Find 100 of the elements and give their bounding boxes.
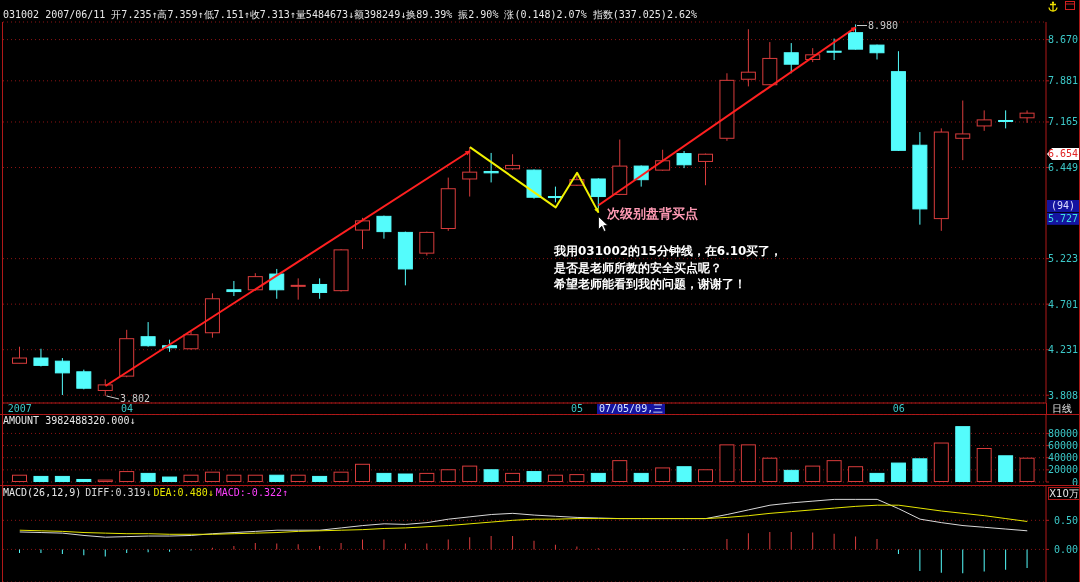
y-tick-label: 7.881 [1047, 75, 1078, 87]
bar [483, 469, 499, 482]
bar [397, 473, 413, 482]
y-tick-label: 0.50 [1053, 514, 1078, 526]
y-tick-label: 8.670 [1047, 34, 1078, 46]
y-tick-label: 0 [1071, 476, 1078, 488]
bar [805, 465, 821, 482]
bar [12, 474, 27, 482]
bar [762, 457, 778, 482]
x-tick-label: 05 [571, 403, 584, 414]
candlestick [226, 280, 242, 297]
y-tick-label: 40000 [1047, 452, 1078, 464]
bar [826, 460, 842, 482]
candlestick [183, 330, 199, 351]
y-tick-label: 4.231 [1047, 344, 1078, 356]
bar [998, 455, 1014, 482]
bar [698, 469, 713, 482]
chart-title: 031002 2007/06/11 开7.235↑高7.359↑低7.151↑收7.313↑量5484673↓额398249↓换89.39% 振2.90% 涨(0.148)2.07% 指数(337.025)2.62% [3, 9, 697, 20]
candlestick [955, 100, 971, 161]
bar [890, 462, 906, 482]
bar [526, 471, 542, 482]
bar [933, 442, 949, 482]
bar [269, 474, 285, 482]
bar [76, 478, 92, 482]
bar [419, 472, 435, 482]
annotation: 是否是老师所教的安全买点呢？ [554, 260, 722, 275]
candlestick [590, 177, 606, 209]
candlestick [1019, 109, 1035, 124]
bar [869, 472, 885, 482]
line-series [19, 504, 1028, 535]
annotation: 希望老师能看到我的问题，谢谢了！ [554, 277, 746, 291]
candlestick [462, 146, 478, 198]
bar [33, 475, 49, 482]
text: DEA:0.480↓ [153, 487, 214, 498]
candlestick [826, 38, 842, 61]
bar [183, 474, 199, 482]
candlestick [140, 321, 156, 348]
candlestick [783, 42, 799, 74]
text: (94) [1047, 200, 1079, 212]
y-tick-label: 20000 [1047, 464, 1078, 476]
annotation: 07/05/09,三 [597, 403, 666, 414]
bar [333, 471, 349, 482]
bar [547, 474, 563, 482]
bar [54, 475, 70, 482]
bar [355, 463, 370, 482]
candlestick [740, 28, 756, 87]
annotation: 8.980 [868, 20, 899, 31]
candlestick [312, 277, 328, 300]
bar [119, 471, 135, 482]
bar [655, 467, 671, 482]
bar [740, 444, 756, 482]
bar [290, 474, 306, 482]
y-tick-label: 6.449 [1047, 162, 1078, 173]
bar [440, 469, 456, 482]
candlestick [483, 152, 499, 183]
bar [783, 469, 799, 482]
chart-title: AMOUNT 3982488320.000↓ [3, 415, 136, 426]
y-tick-label: 3.808 [1047, 389, 1078, 401]
bar [312, 475, 328, 482]
y-tick-label: 0.00 [1053, 543, 1078, 555]
y-tick-label: 7.165 [1047, 116, 1078, 128]
bar [676, 466, 692, 482]
candlestick [355, 217, 370, 250]
candlestick [269, 268, 285, 300]
bar [976, 448, 992, 482]
bar [376, 472, 392, 482]
y-tick-label: 4.701 [1047, 298, 1078, 310]
text: DIFF:0.319↓ [85, 487, 152, 498]
bar [505, 472, 521, 482]
annotation: 3.802 [120, 393, 151, 404]
x-tick-label: 2007 [7, 403, 32, 414]
bar [955, 426, 971, 482]
bar [569, 474, 585, 482]
bar [140, 472, 156, 482]
y-tick-label: 60000 [1047, 440, 1078, 452]
candlestick [976, 109, 992, 132]
annotation: 次级别盘背买点 [607, 206, 698, 221]
x-tick-label: 04 [120, 403, 133, 414]
annotation: MACD:-0.322↑ [215, 487, 288, 498]
bar [1019, 457, 1035, 482]
bar [848, 466, 864, 482]
y-tick-label: 5.223 [1047, 253, 1078, 265]
bar [162, 476, 178, 482]
candlestick [698, 153, 713, 186]
y-tick-label: 80000 [1047, 427, 1078, 439]
bar [719, 444, 735, 482]
bar [226, 474, 242, 482]
y-axis-title: X10万 [1048, 487, 1080, 500]
annotation: 我用031002的15分钟线，在6.10买了， [554, 244, 783, 258]
bar [204, 471, 220, 482]
x-tick-label: 06 [892, 403, 905, 414]
candlestick [290, 277, 306, 301]
bar [912, 458, 928, 482]
chart-title: MACD(26,12,9) [3, 487, 82, 498]
candlestick [54, 357, 70, 396]
text: 日线 [1052, 403, 1072, 414]
bar [462, 465, 478, 482]
bar [247, 474, 263, 482]
bar [612, 460, 628, 482]
bar [633, 472, 649, 482]
